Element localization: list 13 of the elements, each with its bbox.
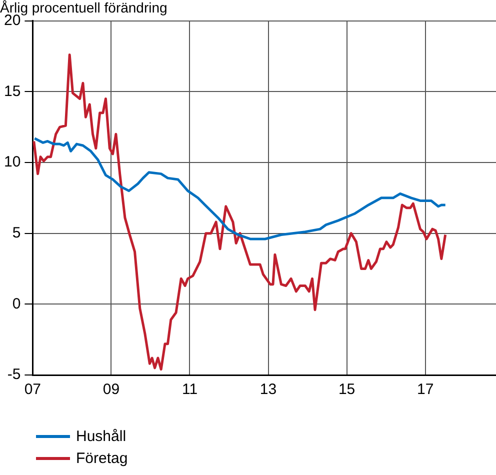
x-tick-label: 17 [416, 381, 434, 398]
y-tick-label: -5 [7, 366, 21, 384]
legend-label: Företag [76, 450, 128, 466]
x-tick-label: 09 [102, 381, 120, 398]
x-tick-label: 11 [182, 381, 198, 398]
x-tick-label: 15 [338, 381, 356, 398]
y-tick-label: 5 [12, 224, 21, 242]
x-tick-label: 07 [24, 381, 42, 398]
legend-label: Hushåll [76, 428, 126, 444]
y-tick-label: 15 [4, 82, 21, 100]
y-tick-label: 10 [4, 154, 21, 171]
x-tick-label: 13 [260, 381, 277, 398]
y-tick-label: 0 [12, 295, 21, 312]
